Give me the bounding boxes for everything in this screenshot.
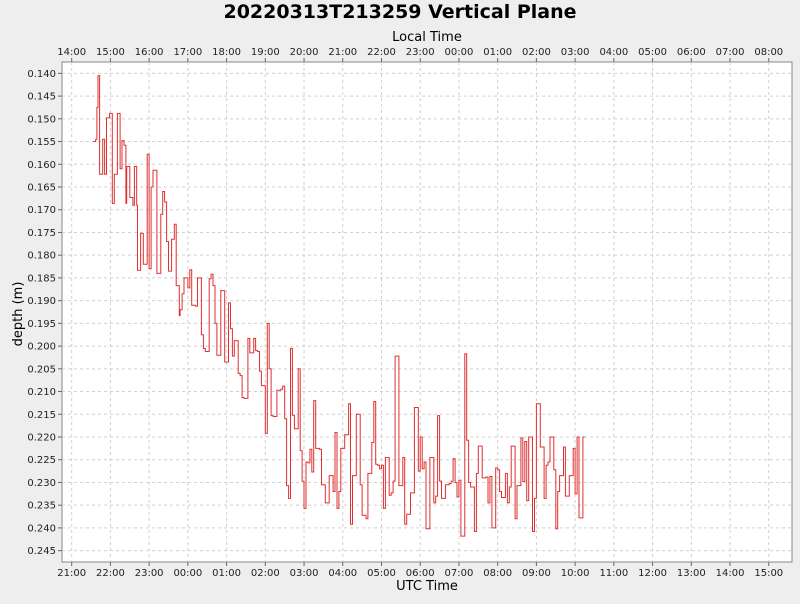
x-tick-label: 02:00 xyxy=(251,568,280,579)
y-tick-label: 0.225 xyxy=(27,455,56,466)
y-tick-label: 0.170 xyxy=(27,205,56,216)
x2-tick-label: 01:00 xyxy=(483,47,512,58)
y-tick-label: 0.245 xyxy=(27,546,56,557)
x2-tick-label: 05:00 xyxy=(638,47,667,58)
depth-series-line xyxy=(93,75,585,537)
y-tick-label: 0.240 xyxy=(27,523,56,534)
x-tick-label: 04:00 xyxy=(328,568,357,579)
series-layer xyxy=(93,75,585,537)
x-tick-label: 14:00 xyxy=(716,568,745,579)
x-tick-label: 21:00 xyxy=(57,568,86,579)
x2-tick-label: 18:00 xyxy=(212,47,241,58)
x-tick-label: 07:00 xyxy=(445,568,474,579)
y-tick-label: 0.140 xyxy=(27,69,56,80)
y-tick-label: 0.200 xyxy=(27,342,56,353)
x2-tick-label: 06:00 xyxy=(677,47,706,58)
chart-title: 20220313T213259 Vertical Plane xyxy=(223,1,576,23)
x-tick-label: 01:00 xyxy=(212,568,241,579)
x-tick-label: 03:00 xyxy=(290,568,319,579)
x2-tick-label: 19:00 xyxy=(251,47,280,58)
x2-tick-label: 07:00 xyxy=(716,47,745,58)
x-tick-label: 10:00 xyxy=(561,568,590,579)
x2-tick-label: 20:00 xyxy=(290,47,319,58)
x-tick-label: 06:00 xyxy=(406,568,435,579)
x-tick-label: 00:00 xyxy=(173,568,202,579)
y-tick-label: 0.210 xyxy=(27,387,56,398)
x2-tick-label: 23:00 xyxy=(406,47,435,58)
x-tick-label: 05:00 xyxy=(367,568,396,579)
x2-tick-label: 14:00 xyxy=(57,47,86,58)
y-tick-label: 0.165 xyxy=(27,183,56,194)
y-tick-label: 0.185 xyxy=(27,273,56,284)
local-time-axis-label: Local Time xyxy=(392,30,462,45)
axis-layer: 21:00 14:00 22:00 15:00 23:00 16:00 00:00 17:00… xyxy=(27,47,783,579)
y-tick-label: 0.160 xyxy=(27,160,56,171)
y-tick-label: 0.215 xyxy=(27,410,56,421)
y-tick-label: 0.150 xyxy=(27,114,56,125)
x2-tick-label: 17:00 xyxy=(173,47,202,58)
x2-tick-label: 22:00 xyxy=(367,47,396,58)
y-tick-label: 0.220 xyxy=(27,433,56,444)
x2-tick-label: 08:00 xyxy=(754,47,783,58)
x2-tick-label: 03:00 xyxy=(561,47,590,58)
y-tick-label: 0.175 xyxy=(27,228,56,239)
grid-layer xyxy=(62,62,792,562)
x2-tick-label: 21:00 xyxy=(328,47,357,58)
y-tick-label: 0.235 xyxy=(27,501,56,512)
depth-axis-label: depth (m) xyxy=(11,282,26,347)
x-tick-label: 11:00 xyxy=(599,568,628,579)
x-tick-label: 12:00 xyxy=(638,568,667,579)
y-tick-label: 0.190 xyxy=(27,296,56,307)
plot-area xyxy=(61,61,793,563)
x-tick-label: 15:00 xyxy=(754,568,783,579)
y-tick-label: 0.180 xyxy=(27,251,56,262)
utc-time-axis-label: UTC Time xyxy=(396,579,458,594)
y-tick-label: 0.145 xyxy=(27,92,56,103)
x-tick-label: 22:00 xyxy=(96,568,125,579)
x2-tick-label: 16:00 xyxy=(135,47,164,58)
x2-tick-label: 00:00 xyxy=(445,47,474,58)
x2-tick-label: 04:00 xyxy=(599,47,628,58)
x-tick-label: 08:00 xyxy=(483,568,512,579)
y-tick-label: 0.155 xyxy=(27,137,56,148)
x2-tick-label: 02:00 xyxy=(522,47,551,58)
x-tick-label: 23:00 xyxy=(135,568,164,579)
x-tick-label: 09:00 xyxy=(522,568,551,579)
x-tick-label: 13:00 xyxy=(677,568,706,579)
y-tick-label: 0.195 xyxy=(27,319,56,330)
y-tick-label: 0.205 xyxy=(27,364,56,375)
y-tick-label: 0.230 xyxy=(27,478,56,489)
x2-tick-label: 15:00 xyxy=(96,47,125,58)
